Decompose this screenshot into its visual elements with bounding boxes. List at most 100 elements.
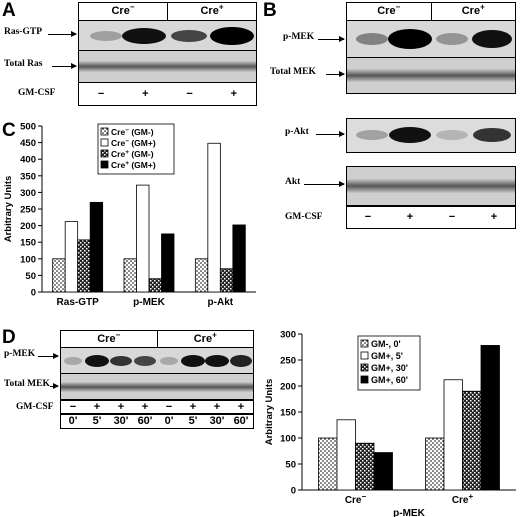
y-tick-label: 150 (280, 408, 296, 419)
y-tick-label: 500 (20, 122, 36, 133)
y-tick-label: 200 (280, 382, 296, 393)
x-tick-label: Ras-GTP (57, 297, 100, 308)
y-axis-label: Arbitrary Units (264, 379, 275, 446)
panel-letter-c: C (2, 120, 16, 141)
blot-ras-gtp (78, 20, 257, 52)
time-label: 30' (209, 415, 225, 427)
y-tick-label: 0 (31, 288, 36, 299)
legend-label-base: Cre (111, 149, 125, 159)
chart-c-plot: Arbitrary Units 0 50 100 150 200 250 300 350 400 4… (3, 122, 256, 308)
group-sup: + (212, 330, 217, 340)
treatment-sign: − (165, 401, 173, 413)
legend-label-sup: − (125, 127, 129, 134)
treatment-sign: + (490, 211, 498, 223)
legend-box (97, 123, 175, 175)
bar (232, 224, 246, 293)
time-label: 0' (164, 415, 174, 427)
legend-swatch (100, 138, 109, 147)
legend-label-sup: + (125, 149, 129, 156)
row-label: p-Akt (285, 127, 309, 137)
treatment-row: − + − + (78, 82, 257, 106)
panel-a-group-header: Cre− Cre+ (78, 2, 257, 21)
x-tick-label-sup: − (362, 492, 367, 501)
treatment-sign: + (213, 401, 221, 413)
panel-b-group-header: Cre− Cre+ (346, 2, 516, 21)
bar (443, 379, 463, 491)
panel-letter-b: B (263, 0, 277, 21)
x-tick-label: Cre+ (452, 492, 474, 506)
legend-label-rest: (GM-) (129, 149, 154, 159)
bar (480, 345, 500, 491)
time-label: 60' (233, 415, 249, 427)
y-tick-label: 350 (20, 171, 36, 182)
y-tick-label: 400 (20, 155, 36, 166)
y-axis-label: Arbitrary Units (3, 176, 14, 243)
time-row: 0' 5' 30' 60' 0' 5' 30' 60' (60, 413, 254, 429)
legend-label: Cre+ (GM-) (111, 149, 154, 159)
group-sup: − (129, 2, 135, 12)
legend-label: GM+, 60' (371, 375, 408, 385)
group-cre-plus: Cre+ (156, 330, 254, 348)
bar (373, 452, 393, 491)
group-sup: + (480, 2, 485, 12)
x-tick-label: Cre− (345, 492, 367, 506)
treatment-sign: + (237, 401, 245, 413)
row-label: Ras-GTP (4, 27, 42, 37)
legend: Cre− (GM-)Cre− (GM+)Cre+ (GM-)Cre+ (GM+) (97, 123, 175, 175)
group-label: Cre (377, 5, 396, 17)
group-sup: − (395, 2, 401, 12)
bar (77, 239, 91, 293)
bar (318, 437, 338, 491)
treatment-sign: + (142, 88, 149, 100)
bar (194, 258, 209, 293)
treatment-sign: − (186, 88, 193, 100)
treatment-label: GM-CSF (285, 212, 323, 222)
y-tick-label: 250 (20, 205, 36, 216)
legend-label-base: Cre (111, 127, 125, 137)
legend-swatch (100, 127, 109, 136)
group-cre-plus: Cre+ (167, 3, 256, 20)
group-label: Cre (193, 333, 213, 345)
time-label: 5' (188, 415, 198, 427)
bar (336, 419, 356, 491)
y-tick-label: 100 (280, 434, 296, 445)
row-label: Total MEK (4, 379, 50, 389)
legend-label-rest: (GM+) (129, 160, 156, 170)
treatment-sign: + (230, 88, 238, 100)
x-tick-label-base: Cre (452, 495, 469, 506)
bar (123, 258, 137, 293)
group-label: Cre (97, 333, 116, 345)
group-cre-plus: Cre+ (430, 2, 516, 20)
treatment-sign: + (189, 401, 197, 413)
blot-d-p-mek (60, 347, 254, 375)
time-label: 0' (68, 415, 78, 427)
arrow-icon (304, 181, 345, 187)
legend-label-rest: (GM+) (129, 138, 156, 148)
group-sup: − (115, 330, 121, 340)
bar (52, 258, 66, 293)
row-label: p-MEK (4, 349, 36, 359)
bar (207, 142, 221, 293)
legend-label: GM-, 0' (371, 339, 401, 349)
y-tick-label: 250 (280, 356, 296, 367)
arrow-icon (48, 31, 77, 37)
time-label: 5' (92, 415, 102, 427)
arrow-icon (316, 131, 345, 137)
treatment-sign: − (364, 211, 372, 223)
group-label: Cre (111, 5, 130, 17)
x-tick-label: p-MEK (133, 297, 165, 308)
arrow-icon (326, 71, 345, 77)
row-label: p-MEK (283, 32, 315, 42)
legend-label-sup: − (125, 138, 129, 145)
y-tick-label: 100 (20, 254, 36, 265)
x-tick-label-sup: + (469, 492, 474, 501)
blot-akt (346, 166, 516, 207)
bar (64, 221, 79, 293)
legend-label: Cre− (GM+) (111, 138, 156, 148)
legend-label: GM+, 5' (371, 351, 403, 361)
arrow-icon (50, 383, 59, 389)
arrow-icon (52, 63, 77, 69)
legend-swatch (360, 339, 369, 348)
